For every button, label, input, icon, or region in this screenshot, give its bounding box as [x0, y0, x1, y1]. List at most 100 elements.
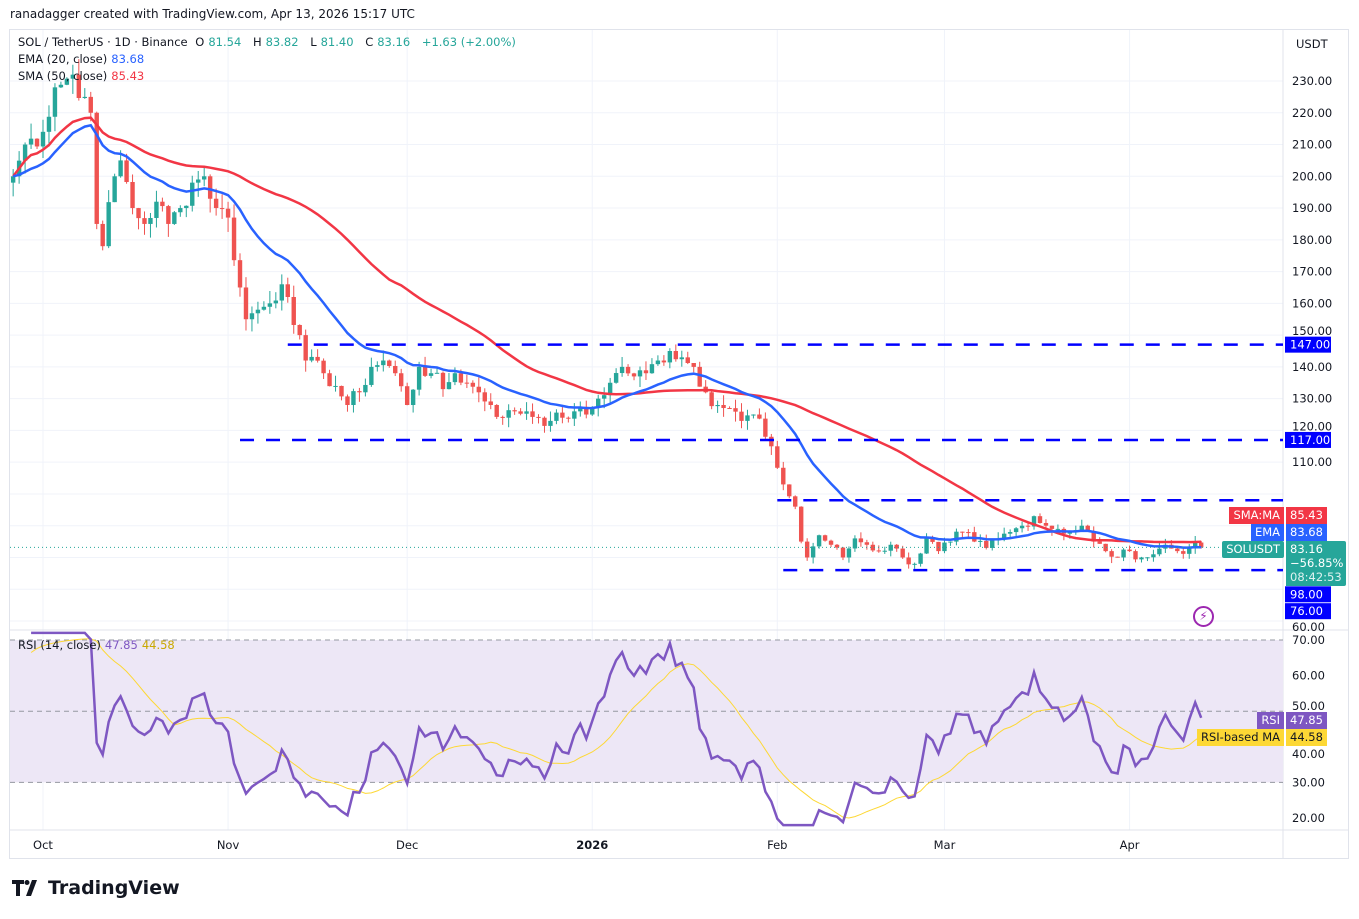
candle — [297, 324, 302, 340]
rsi-value: 47.85 — [104, 638, 138, 652]
rsi-line[interactable] — [31, 631, 1203, 827]
sma-line[interactable] — [12, 116, 1202, 544]
candle-body — [1025, 525, 1031, 527]
candle — [900, 545, 905, 559]
ema-value: 83.68 — [111, 52, 145, 66]
candle-body — [1109, 551, 1114, 557]
candles — [10, 59, 1204, 569]
candle-body — [1091, 531, 1096, 542]
candle-body — [237, 260, 243, 288]
candle — [1139, 556, 1144, 563]
candle — [1157, 542, 1162, 557]
candle — [375, 361, 380, 372]
candle-body — [685, 357, 690, 364]
candle-body — [781, 467, 786, 485]
candle — [309, 349, 314, 363]
candle — [745, 409, 750, 430]
candle — [948, 541, 953, 546]
candle-body — [590, 407, 595, 415]
rsi-ma-tag: RSI-based MA — [1197, 729, 1284, 746]
candle-body — [1013, 528, 1019, 533]
candle-body — [166, 206, 171, 224]
sma-label: SMA (50, close) — [18, 69, 108, 83]
candle-body — [1031, 516, 1037, 527]
candle — [763, 412, 768, 441]
lightning-alert-icon[interactable]: ⚡ — [1193, 606, 1214, 627]
candle — [691, 363, 696, 373]
candle-body — [291, 297, 296, 325]
rsi-tag: RSI — [1257, 712, 1284, 729]
price-tick-label: 140.00 — [1292, 360, 1332, 374]
candle — [625, 364, 631, 377]
rsi-label: RSI (14, close) — [18, 638, 101, 652]
candle — [882, 546, 887, 554]
candle-body — [1198, 542, 1204, 548]
candle — [112, 173, 117, 203]
candle-body — [948, 541, 953, 543]
candle-body — [160, 201, 165, 207]
candle — [596, 394, 601, 417]
candle-body — [100, 223, 105, 247]
candle-body — [613, 373, 619, 383]
candle-body — [1007, 532, 1013, 534]
bar-countdown: 08:42:53 — [1290, 570, 1342, 584]
candle — [363, 378, 368, 397]
candle-body — [458, 373, 464, 383]
candle-body — [727, 408, 732, 410]
candle — [130, 174, 135, 215]
rsi-ma-line[interactable] — [30, 638, 1202, 819]
candle — [888, 541, 893, 557]
candle — [679, 350, 684, 367]
candle-body — [207, 176, 213, 199]
candle — [1013, 527, 1019, 538]
candle-body — [339, 385, 344, 397]
candle-body — [500, 416, 505, 418]
currency-label[interactable]: USDT — [1296, 37, 1328, 51]
rsi-tick-label: 20.00 — [1292, 811, 1325, 825]
high-value: 83.82 — [265, 35, 299, 49]
sma-legend[interactable]: SMA (50, close) 85.43 — [18, 69, 148, 83]
symbol-title[interactable]: SOL / TetherUS · 1D · Binance — [18, 35, 188, 49]
candle-body — [667, 351, 673, 363]
sma-tag: SMA:MA — [1229, 507, 1284, 524]
candle — [464, 374, 470, 389]
candle-body — [213, 198, 219, 209]
candle-body — [810, 546, 816, 558]
candle-body — [763, 418, 768, 437]
candle — [852, 535, 858, 552]
candle — [273, 292, 279, 309]
candle — [476, 377, 482, 403]
candle — [321, 358, 326, 380]
candle — [1181, 547, 1186, 559]
candle-body — [1127, 549, 1132, 552]
candle-body — [775, 446, 780, 468]
candle-body — [375, 365, 380, 367]
ema-line[interactable] — [12, 123, 1202, 549]
candle-body — [1157, 548, 1162, 555]
candle-body — [446, 382, 452, 390]
candle-body — [1181, 551, 1186, 554]
price-tick-label: 230.00 — [1292, 74, 1332, 88]
price-tick-label: 210.00 — [1292, 138, 1332, 152]
candle — [470, 380, 476, 394]
candle-body — [333, 385, 338, 387]
ema-legend[interactable]: EMA (20, close) 83.68 — [18, 52, 148, 66]
time-tick-label: Nov — [217, 838, 240, 852]
candle — [858, 532, 864, 547]
candle — [769, 433, 774, 455]
candle-body — [679, 357, 684, 360]
candle-body — [476, 386, 482, 393]
candle-body — [303, 335, 308, 361]
candle — [584, 400, 589, 419]
tradingview-logo[interactable]: TradingView — [12, 877, 180, 899]
candle-body — [548, 420, 553, 426]
ema-tag: EMA — [1250, 524, 1284, 541]
candle — [225, 201, 231, 232]
rsi-value-tag: 47.85 — [1286, 712, 1327, 729]
candle — [381, 350, 386, 372]
candle — [446, 372, 452, 390]
candle-body — [40, 131, 46, 147]
rsi-legend[interactable]: RSI (14, close) 47.85 44.58 — [18, 638, 179, 652]
candle-body — [1175, 548, 1180, 552]
